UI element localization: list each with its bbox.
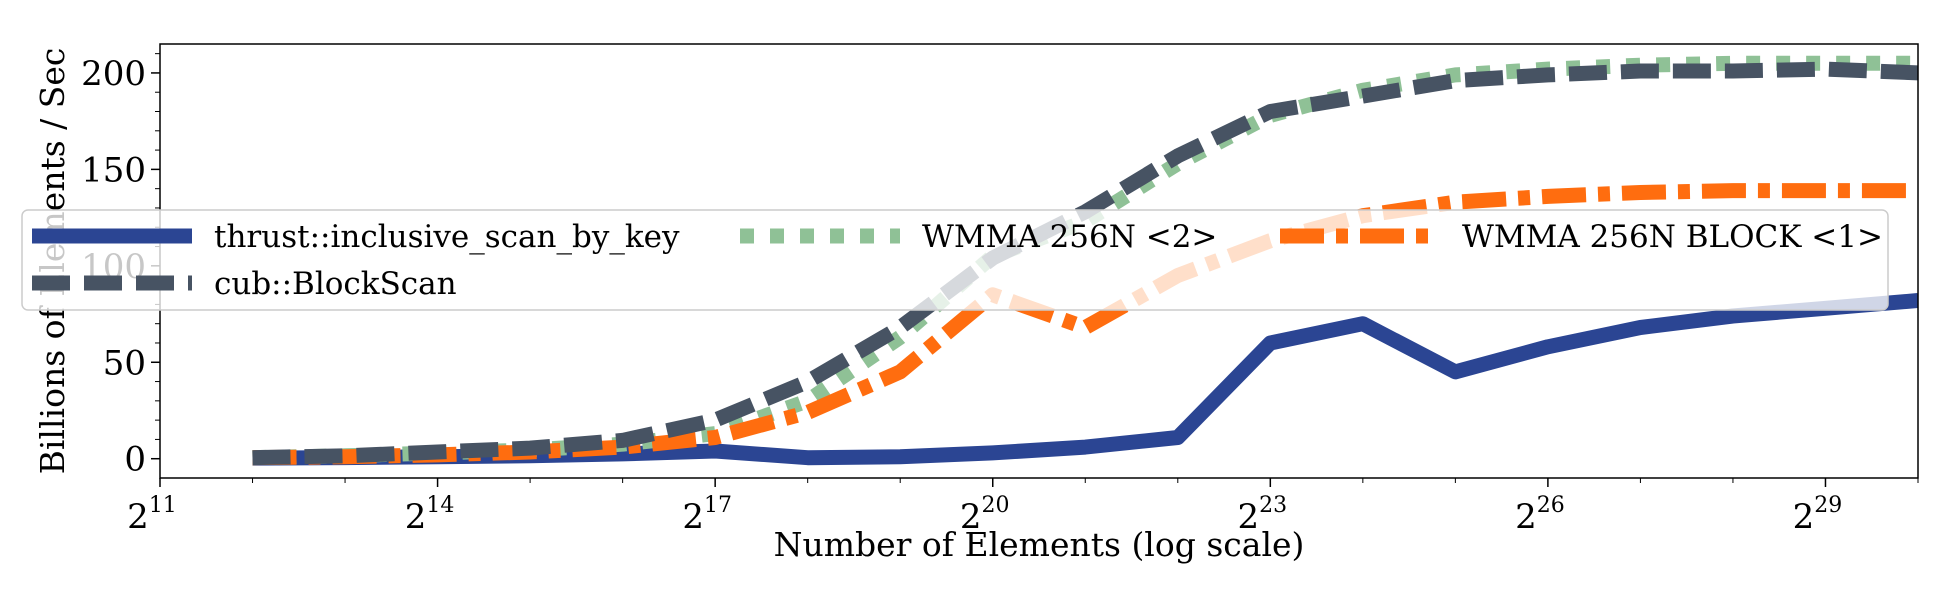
y-tick-label: 150 bbox=[81, 150, 146, 190]
x-tick-label: 217 bbox=[682, 493, 732, 537]
legend-label-1: WMMA 256N <2> bbox=[922, 219, 1217, 255]
x-tick-label: 214 bbox=[405, 493, 455, 537]
x-axis-title: Number of Elements (log scale) bbox=[774, 525, 1305, 564]
legend-label-2: WMMA 256N BLOCK <1> bbox=[1462, 219, 1883, 255]
x-tick-label: 211 bbox=[127, 493, 177, 537]
x-tick-label: 229 bbox=[1793, 493, 1843, 537]
legend-label-0: thrust::inclusive_scan_by_key bbox=[214, 219, 680, 255]
x-tick-label: 226 bbox=[1515, 493, 1565, 537]
y-tick-label: 0 bbox=[124, 440, 146, 480]
x-tick-label: 223 bbox=[1237, 493, 1287, 537]
x-tick-label: 220 bbox=[960, 493, 1010, 537]
legend: thrust::inclusive_scan_by_key WMMA 256N <… bbox=[21, 209, 1889, 311]
y-tick-label: 50 bbox=[103, 343, 146, 383]
y-tick-label: 200 bbox=[81, 54, 146, 94]
legend-label-3: cub::BlockScan bbox=[214, 266, 457, 302]
